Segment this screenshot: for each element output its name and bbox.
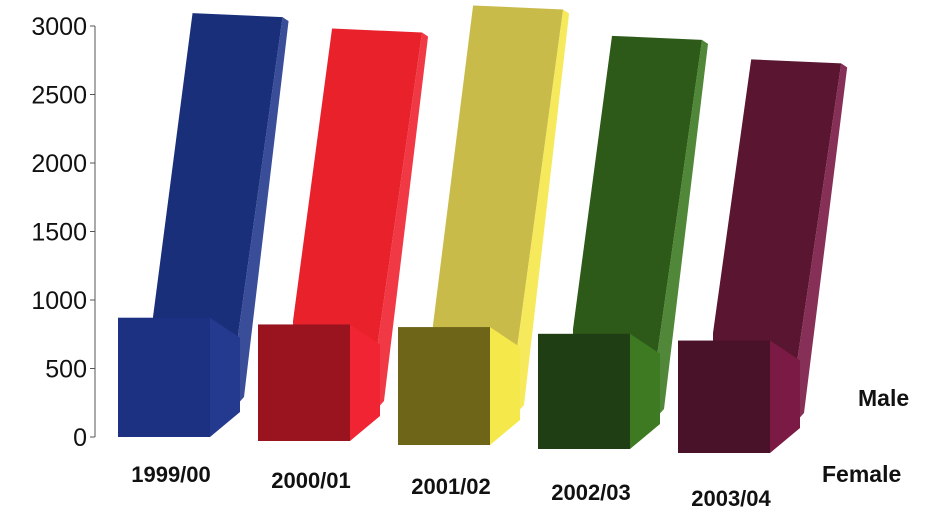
bar-male-side	[208, 17, 289, 438]
series-label-female: Female	[822, 461, 901, 487]
y-axis: 0 500 1000 1500 2000 2500 3000	[31, 13, 96, 452]
series-label-male: Male	[858, 385, 909, 411]
bar-male-2001/02	[433, 5, 570, 445]
bar-female-side	[490, 327, 520, 445]
bar-male-side	[348, 32, 429, 441]
bar-female-2000/01	[258, 324, 380, 441]
bar-female-2001/02	[398, 327, 520, 445]
bar-female-face	[398, 327, 490, 445]
bar-female-side	[210, 317, 240, 437]
female-series	[118, 317, 800, 453]
bar-male-side	[628, 39, 709, 449]
bar-male-2000/01	[293, 28, 429, 441]
bar-male-face	[713, 59, 842, 424]
bar-female-2002/03	[538, 333, 660, 449]
bar-male-face	[293, 28, 423, 411]
y-tick-label: 500	[45, 356, 87, 384]
y-tick-label: 0	[73, 424, 87, 452]
bar-male-side	[488, 9, 570, 445]
bar-female-side	[350, 324, 380, 441]
bar-male-face	[573, 35, 703, 419]
y-tick-label: 2500	[31, 82, 87, 110]
bar-female-side	[630, 333, 660, 449]
category-label: 2003/04	[691, 486, 771, 511]
category-label: 2001/02	[411, 474, 491, 499]
bar-female-face	[538, 333, 630, 449]
bar-male-2002/03	[573, 35, 709, 449]
category-label: 1999/00	[131, 462, 211, 487]
bar-female-side	[770, 340, 800, 453]
bar-male-2003/04	[713, 59, 848, 454]
y-tick-label: 2000	[31, 150, 87, 178]
y-tick-label: 1500	[31, 219, 87, 247]
bar-male-face	[153, 13, 283, 408]
bar-female-face	[258, 324, 350, 441]
bar-female-face	[678, 340, 770, 453]
bar-male-1999/00	[153, 13, 289, 438]
y-tick-label: 1000	[31, 287, 87, 315]
category-label: 2002/03	[551, 480, 631, 505]
bar-male-face	[433, 5, 564, 415]
category-labels: 1999/00 2000/01 2001/02 2002/03 2003/04	[131, 462, 771, 511]
bar-female-face	[118, 317, 210, 437]
male-series	[153, 5, 848, 454]
y-tick-label: 3000	[31, 13, 87, 41]
category-label: 2000/01	[271, 468, 351, 493]
bar-female-2003/04	[678, 340, 800, 453]
bar-female-1999/00	[118, 317, 240, 437]
bar-male-side	[768, 63, 848, 454]
